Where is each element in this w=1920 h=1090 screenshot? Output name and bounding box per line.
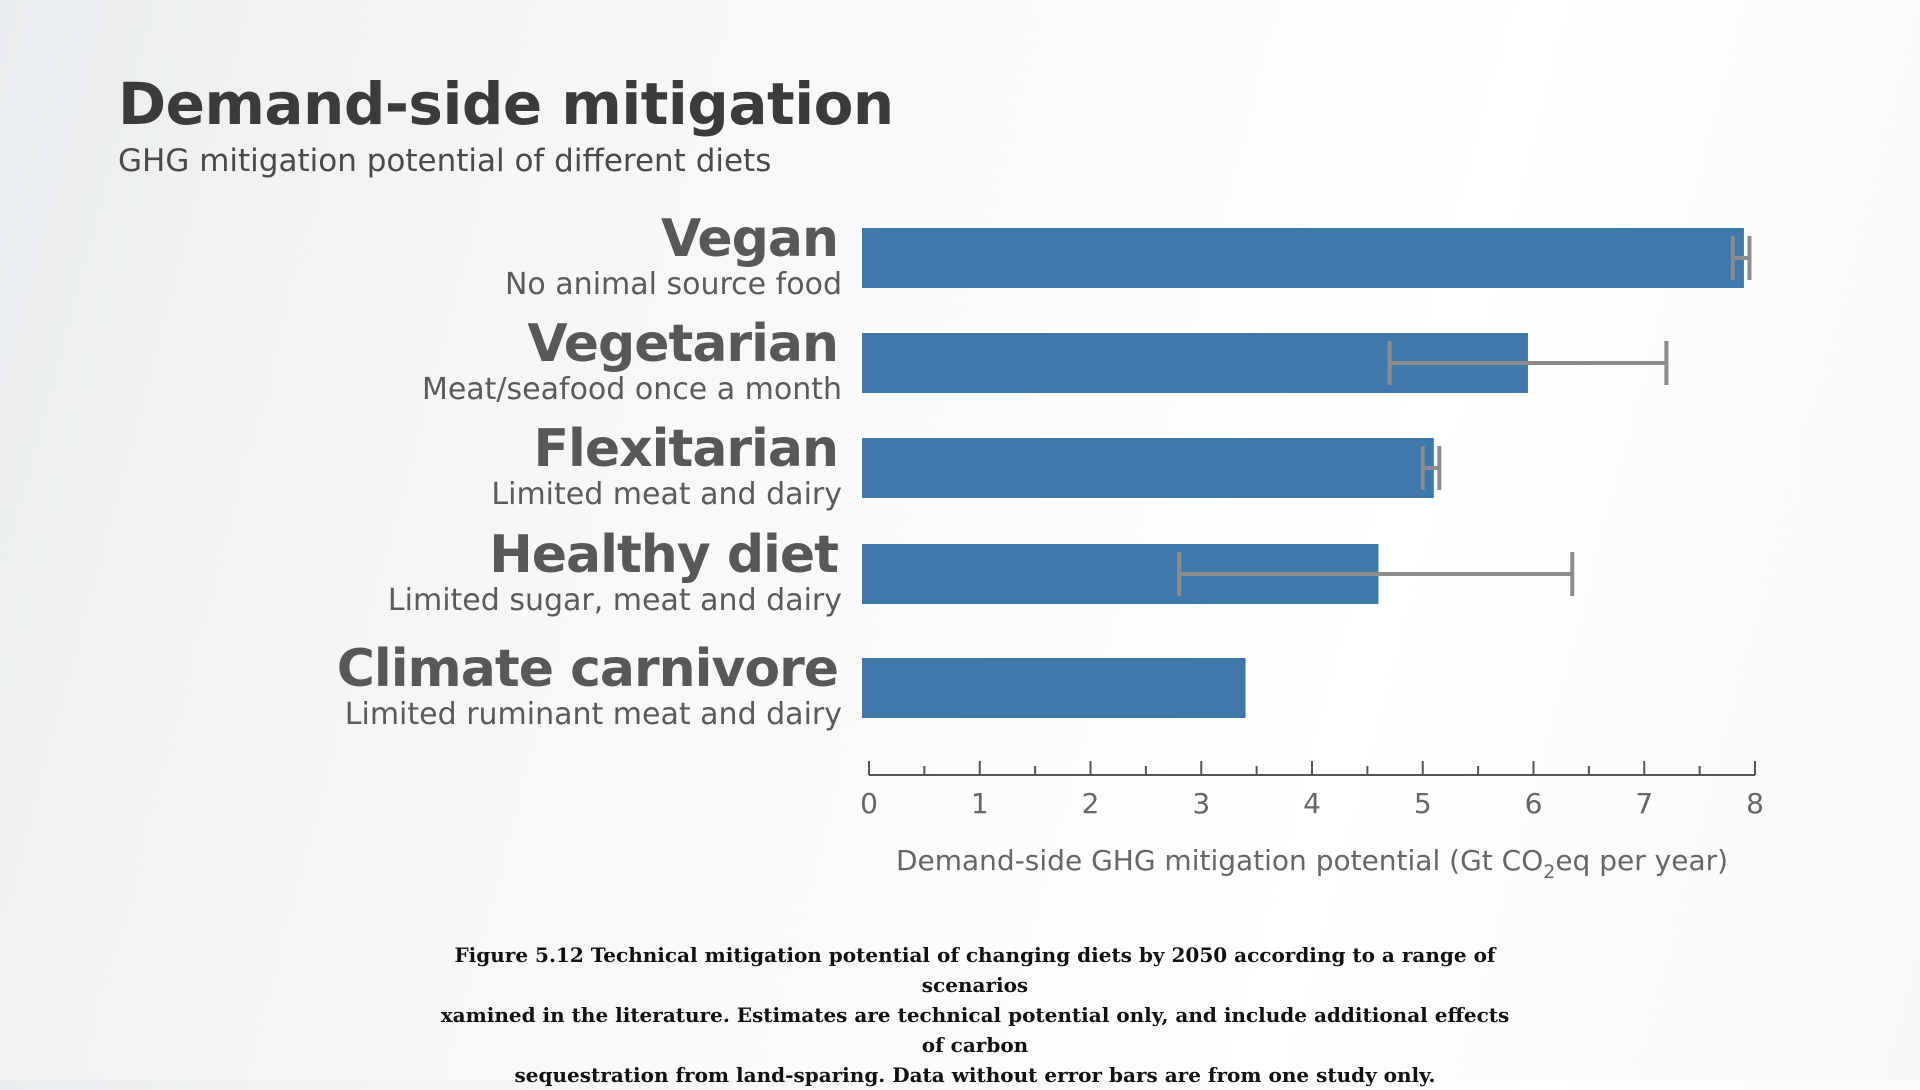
x-tick-label: 3 xyxy=(1192,787,1210,820)
category-label: Vegetarian xyxy=(527,314,838,374)
x-axis-label: Demand-side GHG mitigation potential (Gt… xyxy=(896,844,1728,883)
category-label: Climate carnivore xyxy=(337,639,838,699)
x-tick-label: 0 xyxy=(860,787,878,820)
caption-line-1: Figure 5.12 Technical mitigation potenti… xyxy=(454,943,1496,997)
x-tick-label: 7 xyxy=(1635,787,1653,820)
page-title: Demand-side mitigation xyxy=(118,70,894,138)
caption-line-2: xamined in the literature. Estimates are… xyxy=(440,1003,1510,1057)
category-description: Limited meat and dairy xyxy=(491,477,842,512)
caption-line-3: sequestration from land-sparing. Data wi… xyxy=(514,1063,1436,1087)
bar xyxy=(862,228,1744,288)
page-subtitle: GHG mitigation potential of different di… xyxy=(118,143,772,179)
bar xyxy=(862,658,1246,718)
figure-caption: Figure 5.12 Technical mitigation potenti… xyxy=(440,940,1510,1090)
x-tick-label: 6 xyxy=(1525,787,1543,820)
category-label: Flexitarian xyxy=(533,419,838,479)
category-description: Meat/seafood once a month xyxy=(422,372,842,407)
x-tick-label: 8 xyxy=(1746,787,1764,820)
category-label: Healthy diet xyxy=(489,525,838,585)
category-description: Limited ruminant meat and dairy xyxy=(345,697,842,732)
bar xyxy=(862,438,1434,498)
x-tick-label: 1 xyxy=(971,787,989,820)
category-label: Vegan xyxy=(661,209,838,269)
x-tick-label: 5 xyxy=(1414,787,1432,820)
x-tick-label: 4 xyxy=(1303,787,1321,820)
x-tick-label: 2 xyxy=(1082,787,1100,820)
category-description: No animal source food xyxy=(505,267,842,302)
category-description: Limited sugar, meat and dairy xyxy=(388,583,842,618)
